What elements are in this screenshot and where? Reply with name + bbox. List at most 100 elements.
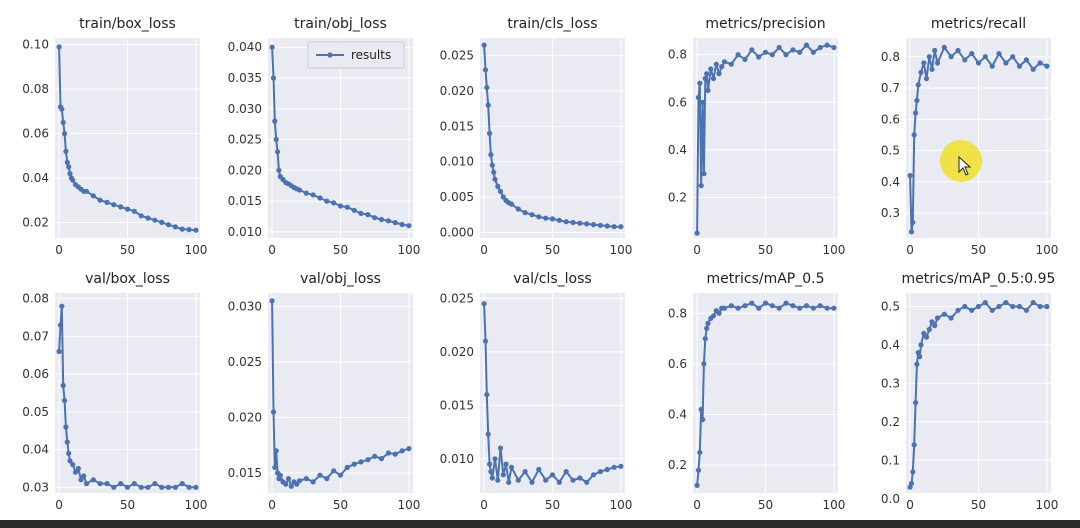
data-point (272, 464, 278, 470)
x-tick-label: 100 (397, 243, 420, 257)
taskbar-strip (0, 520, 1080, 528)
data-point (62, 131, 68, 137)
data-point (392, 451, 398, 457)
data-point (705, 87, 711, 93)
data-point (797, 305, 803, 311)
data-point (57, 322, 64, 328)
data-point (783, 300, 789, 306)
data-point (59, 303, 65, 309)
data-point (186, 227, 192, 233)
x-tick-label: 0 (480, 243, 488, 257)
x-tick-label: 100 (822, 498, 845, 512)
data-point (152, 217, 158, 223)
data-point (145, 215, 151, 221)
data-point (500, 194, 506, 200)
data-point (399, 221, 405, 228)
data-point (790, 47, 796, 53)
data-point (824, 305, 830, 311)
data-point (78, 477, 84, 483)
data-point (1010, 54, 1016, 60)
data-point (165, 484, 172, 490)
data-point (179, 481, 185, 487)
data-point (704, 325, 710, 331)
data-point (590, 222, 597, 228)
data-point (269, 44, 275, 50)
data-point (497, 188, 504, 194)
data-point (597, 222, 604, 228)
chart-panel: 0.015 0.020 0.025 0.030 0 50 100 val/obj_loss (228, 271, 421, 512)
y-tick-label: 0.4 (668, 143, 687, 157)
data-point (118, 204, 124, 210)
data-point (914, 97, 920, 104)
panel-title: metrics/mAP_0.5:0.95 (902, 271, 1056, 287)
y-tick-label: 0.015 (440, 119, 474, 133)
data-point (911, 442, 917, 448)
data-point (824, 42, 830, 48)
data-point (283, 481, 289, 487)
data-point (783, 52, 789, 58)
data-point (83, 188, 90, 194)
data-point (702, 336, 708, 342)
data-point (803, 42, 810, 48)
data-point (406, 446, 412, 452)
data-point (915, 82, 921, 88)
data-point (918, 342, 924, 348)
data-point (97, 481, 103, 487)
data-point (923, 76, 930, 82)
y-tick-label: 0.030 (228, 299, 262, 313)
data-point (549, 472, 556, 478)
y-tick-label: 0.025 (228, 355, 262, 369)
x-tick-label: 0 (268, 243, 276, 257)
data-point (790, 303, 796, 309)
data-point (489, 475, 495, 481)
y-tick-label: 0.02 (22, 215, 49, 229)
data-point (1023, 57, 1029, 63)
data-point (273, 448, 279, 454)
data-point (529, 212, 535, 218)
data-point (721, 305, 728, 311)
data-point (810, 305, 817, 311)
data-point (941, 311, 947, 317)
data-point (488, 152, 494, 158)
data-point (56, 44, 62, 50)
y-tick-label: 0.010 (228, 225, 262, 239)
data-point (324, 476, 330, 482)
y-tick-label: 0.6 (668, 357, 687, 371)
data-point (756, 305, 762, 311)
panel-title: val/cls_loss (513, 271, 591, 287)
y-tick-label: 0.2 (668, 458, 687, 472)
data-point (618, 463, 624, 469)
data-point (918, 69, 924, 75)
data-point (756, 54, 762, 60)
data-point (131, 481, 137, 487)
data-point (611, 224, 617, 230)
data-point (926, 326, 932, 333)
data-point (503, 461, 509, 467)
y-tick-label: 0.015 (228, 194, 262, 208)
data-point (934, 60, 941, 66)
data-point (913, 110, 919, 116)
data-point (1044, 303, 1050, 310)
data-point (358, 210, 364, 216)
data-point (543, 215, 549, 221)
data-point (577, 475, 583, 481)
x-tick-label: 100 (1035, 498, 1058, 512)
y-tick-label: 0.08 (22, 82, 49, 96)
data-point (317, 472, 323, 478)
data-point (769, 303, 775, 309)
data-point (926, 54, 932, 60)
y-tick-label: 0.2 (881, 415, 900, 429)
y-tick-label: 0.10 (22, 38, 49, 52)
data-point (716, 310, 722, 316)
data-point (492, 176, 498, 182)
y-tick-label: 0.015 (440, 398, 474, 412)
data-point (817, 44, 823, 51)
data-point (351, 461, 357, 467)
data-point (719, 64, 725, 70)
data-point (563, 219, 569, 225)
y-tick-label: 0.4 (881, 175, 900, 189)
data-point (296, 478, 303, 484)
data-point (81, 473, 87, 479)
data-point (604, 223, 610, 229)
